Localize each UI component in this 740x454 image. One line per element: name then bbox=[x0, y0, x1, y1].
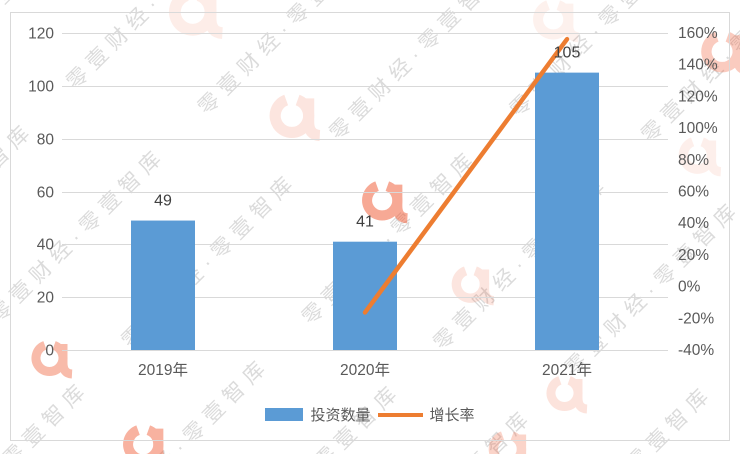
growth-rate-line bbox=[362, 36, 570, 315]
left-axis-tick-label: 60 bbox=[37, 185, 55, 202]
left-axis-tick-label: 0 bbox=[45, 343, 54, 360]
right-axis-tick-label: 20% bbox=[678, 247, 709, 264]
left-axis-tick-label: 20 bbox=[37, 290, 55, 307]
right-axis-tick-label: 40% bbox=[678, 215, 709, 232]
right-axis-tick-label: 60% bbox=[678, 184, 709, 201]
bar-value-label: 105 bbox=[554, 45, 581, 62]
left-axis-tick-label: 100 bbox=[28, 79, 54, 96]
right-axis-tick-label: 160% bbox=[678, 25, 718, 42]
bar-value-label: 49 bbox=[154, 193, 172, 210]
x-axis-category-label: 2020年 bbox=[340, 361, 390, 379]
right-axis-tick-label: -20% bbox=[678, 310, 714, 327]
bar-series-swatch-icon bbox=[265, 408, 304, 421]
right-axis-tick-label: 80% bbox=[678, 152, 709, 169]
left-axis-tick-label: 120 bbox=[28, 26, 54, 43]
legend-item-line-series: 增长率 bbox=[377, 404, 475, 425]
line-series-label: 增长率 bbox=[429, 407, 475, 424]
bar-2021年 bbox=[535, 72, 599, 350]
left-axis-tick-label: 40 bbox=[37, 237, 55, 254]
bar-value-label: 41 bbox=[356, 214, 374, 231]
left-axis-tick-label: 80 bbox=[37, 132, 55, 149]
bar-2020年 bbox=[333, 241, 397, 350]
right-axis-tick-label: 140% bbox=[678, 57, 718, 74]
chart-border bbox=[10, 12, 730, 441]
right-axis-tick-label: 120% bbox=[678, 88, 718, 105]
x-axis-category-label: 2019年 bbox=[138, 361, 188, 379]
right-axis-tick-label: 0% bbox=[678, 279, 701, 296]
line-series-swatch-icon bbox=[377, 412, 423, 417]
legend-item-bar-series: 投资数量 bbox=[265, 404, 371, 425]
right-axis-tick-label: 100% bbox=[678, 120, 718, 137]
bar-series-label: 投资数量 bbox=[310, 407, 371, 424]
legend: 投资数量 增长率 bbox=[0, 404, 740, 425]
x-axis-category-label: 2021年 bbox=[542, 361, 592, 379]
bar-2019年 bbox=[131, 220, 195, 350]
right-axis-tick-label: -40% bbox=[678, 342, 714, 359]
